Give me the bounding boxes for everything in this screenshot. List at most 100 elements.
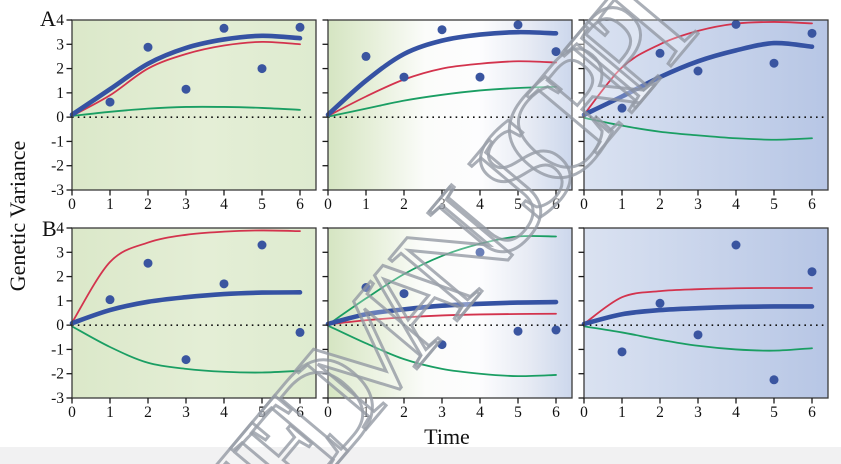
x-tick-label: 6 <box>296 404 304 421</box>
panel-B1-data-dot <box>143 258 153 268</box>
panel-A2-data-dot <box>475 72 485 82</box>
panel-A3-frame <box>583 19 829 191</box>
x-tick-label: 0 <box>580 404 588 421</box>
x-tick-label: 1 <box>618 196 626 213</box>
panel-A2-data-dot <box>437 25 447 35</box>
x-tick-label: 6 <box>552 404 560 421</box>
panel-B1-data-dot <box>295 327 305 337</box>
panel-B3-data-dot <box>769 375 779 385</box>
y-tick-label: 3 <box>56 36 64 53</box>
y-tick-label: 1 <box>56 293 64 310</box>
panel-A3-data-dot <box>731 19 741 29</box>
x-tick-label: 2 <box>656 404 664 421</box>
panel-B2-frame <box>327 227 573 399</box>
y-tick-label: 1 <box>56 85 64 102</box>
x-axis-title: Time <box>424 424 470 449</box>
x-tick-label: 1 <box>106 404 114 421</box>
panel-B2-curve-red-thin <box>327 312 557 326</box>
x-tick-label: 5 <box>514 196 522 213</box>
y-tick-label: 4 <box>56 220 64 237</box>
y-tick-label: 0 <box>56 109 64 126</box>
panel-B1-curve-green-thin <box>71 325 301 374</box>
x-tick-label: 6 <box>552 196 560 213</box>
x-tick-label: 1 <box>106 196 114 213</box>
panel-A1-curve-blue-thick <box>69 33 303 118</box>
x-tick-label: 3 <box>694 196 702 213</box>
panel-B2-data-dot <box>361 283 371 292</box>
panel-A1-data-dot <box>143 42 153 52</box>
x-tick-label: 1 <box>618 404 626 421</box>
panel-A1-data-dot <box>105 97 115 107</box>
x-tick-label: 2 <box>144 196 152 213</box>
panel-B3-data-dot <box>693 330 703 340</box>
panel-A2-data-dot <box>361 51 371 61</box>
panel-A2-data-dot <box>513 20 523 30</box>
x-tick-label: 2 <box>400 196 408 213</box>
panel-B3-curve-green-thin <box>583 325 813 352</box>
panel-B2-curve-blue-thick <box>325 299 559 327</box>
y-tick-label: 0 <box>56 317 64 334</box>
panel-A3-curve-red-thin <box>583 21 813 116</box>
x-tick-label: 4 <box>476 404 484 421</box>
x-tick-label: 1 <box>362 404 370 421</box>
panel-A2-curve-blue-thick <box>325 29 559 118</box>
y-tick-label: -1 <box>51 133 64 150</box>
y-axis-title: Genetic Variance <box>5 140 30 292</box>
panel-B1-data-dot <box>219 279 229 289</box>
x-tick-label: 0 <box>324 404 332 421</box>
y-tick-label: 2 <box>56 269 64 286</box>
x-tick-label: 5 <box>514 404 522 421</box>
panel-B3-curve-red-thin <box>583 287 813 325</box>
y-tick-label: -2 <box>51 158 64 175</box>
panel-A2-curve-red-thin <box>327 60 557 117</box>
panel-B3-data-dot <box>807 267 817 277</box>
panel-B1-data-dot <box>105 295 115 305</box>
x-tick-label: 3 <box>182 404 190 421</box>
y-tick-label: -1 <box>51 341 64 358</box>
x-tick-label: 0 <box>324 196 332 213</box>
panel-A1-data-dot <box>219 23 229 33</box>
x-tick-label: 6 <box>808 404 816 421</box>
panel-A1-data-dot <box>181 84 191 94</box>
panel-A3-data-dot <box>617 103 627 113</box>
panel-B2-data-dot <box>437 340 447 350</box>
panel-A3-data-dot <box>769 58 779 68</box>
x-tick-label: 4 <box>220 404 228 421</box>
x-tick-label: 5 <box>258 404 266 421</box>
y-tick-label: 4 <box>56 12 64 29</box>
panel-B1-curve-blue-thick <box>69 290 303 326</box>
panel-B1-frame <box>71 227 317 399</box>
x-tick-label: 0 <box>68 404 76 421</box>
panel-A1-curve-green-thin <box>71 105 301 117</box>
panel-B3-data-dot <box>617 347 627 357</box>
panel-B3-frame <box>583 227 829 399</box>
x-tick-label: 5 <box>770 196 778 213</box>
x-tick-label: 2 <box>400 404 408 421</box>
y-tick-label: -2 <box>51 366 64 383</box>
x-tick-label: 1 <box>362 196 370 213</box>
panel-B2-curve-green-upper <box>327 235 557 326</box>
panel-B3-curve-blue-thick <box>581 304 815 327</box>
panel-label-A: A <box>40 6 56 31</box>
x-tick-label: 4 <box>476 196 484 213</box>
x-tick-label: 4 <box>732 404 740 421</box>
x-tick-label: 3 <box>694 404 702 421</box>
panel-A2-curve-green-thin <box>327 85 557 118</box>
x-tick-label: 6 <box>296 196 304 213</box>
x-tick-label: 3 <box>438 196 446 213</box>
panel-A3-data-dot <box>807 28 817 38</box>
x-tick-label: 2 <box>144 404 152 421</box>
panel-B1-data-dot <box>257 240 267 250</box>
panel-B2-curve-green-lower <box>327 324 557 378</box>
panel-A2-data-dot <box>399 72 409 82</box>
panel-A2-background <box>328 20 572 190</box>
x-tick-label: 5 <box>258 196 266 213</box>
y-tick-label: 3 <box>56 244 64 261</box>
panel-B2-data-dot <box>399 289 409 299</box>
panel-A2-data-dot <box>551 47 561 57</box>
x-tick-label: 4 <box>732 196 740 213</box>
panel-A3-curve-green-thin <box>583 116 813 141</box>
panel-label-B: B <box>42 216 57 241</box>
panel-B2-data-dot <box>551 325 561 335</box>
